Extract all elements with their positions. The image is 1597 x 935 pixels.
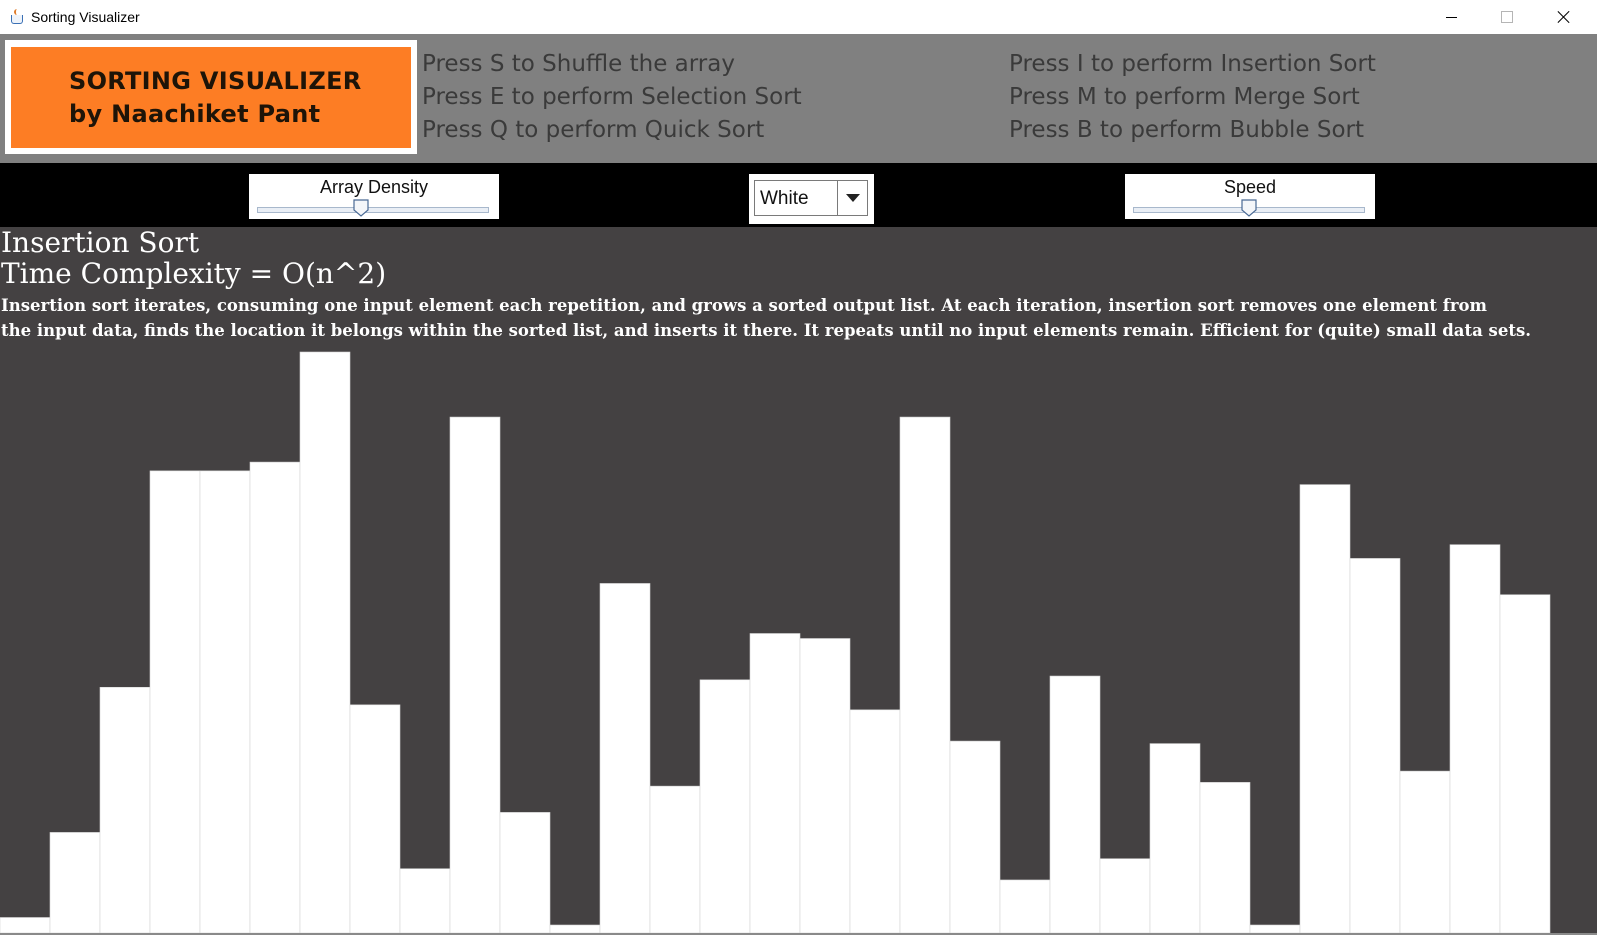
array-bar: [749, 633, 801, 933]
array-bar: [499, 812, 551, 933]
speed-slider[interactable]: Speed: [1125, 174, 1375, 219]
array-bar: [399, 868, 451, 933]
minimize-button[interactable]: [1428, 0, 1474, 34]
title-bar: Sorting Visualizer: [0, 0, 1597, 34]
hint-shuffle: Press S to Shuffle the array: [422, 51, 735, 77]
control-bar: Array Density White Speed: [0, 163, 1597, 227]
header-panel: SORTING VISUALIZER by Naachiket Pant Pre…: [0, 34, 1597, 163]
speed-label: Speed: [1223, 177, 1277, 197]
array-bar: [599, 583, 651, 933]
array-bar: [949, 740, 1001, 933]
hint-selection-sort: Press E to perform Selection Sort: [422, 84, 802, 110]
minimize-icon: [1445, 16, 1457, 18]
maximize-button[interactable]: [1484, 0, 1530, 34]
array-bar: [849, 709, 901, 933]
hint-merge-sort: Press M to perform Merge Sort: [1009, 84, 1360, 110]
array-bar: [899, 416, 951, 933]
bar-color-select[interactable]: White: [754, 180, 868, 216]
array-bar: [799, 638, 851, 933]
visualization-canvas: Insertion Sort Time Complexity = O(n^2) …: [0, 227, 1597, 933]
algorithm-description-line-2: the input data, finds the location it be…: [1, 321, 1531, 340]
array-density-label: Array Density: [319, 177, 429, 197]
array-bar: [1199, 782, 1251, 933]
java-cup-icon: [9, 9, 25, 25]
array-bar: [449, 416, 501, 933]
algorithm-description-line-1: Insertion sort iterates, consuming one i…: [1, 296, 1487, 315]
array-bar: [1449, 544, 1501, 933]
array-bar: [299, 351, 351, 933]
array-bar: [1299, 484, 1351, 933]
array-bar: [1399, 770, 1451, 933]
array-bar: [49, 832, 101, 933]
close-icon: [1557, 10, 1571, 24]
logo-author: by Naachiket Pant: [69, 99, 321, 128]
array-bar: [0, 917, 51, 933]
array-bar: [99, 686, 151, 933]
hint-insertion-sort: Press I to perform Insertion Sort: [1009, 51, 1376, 77]
logo-frame: SORTING VISUALIZER by Naachiket Pant: [5, 40, 417, 154]
array-bar: [349, 704, 401, 933]
app-logo: SORTING VISUALIZER by Naachiket Pant: [11, 47, 411, 148]
hint-quick-sort: Press Q to perform Quick Sort: [422, 117, 765, 143]
algorithm-name: Insertion Sort: [1, 227, 200, 259]
bar-color-value: White: [760, 188, 809, 209]
array-bar: [699, 679, 751, 933]
window-title: Sorting Visualizer: [31, 9, 140, 25]
close-button[interactable]: [1541, 0, 1587, 34]
logo-title: SORTING VISUALIZER: [69, 66, 362, 95]
array-bar: [549, 924, 601, 933]
array-bar: [149, 470, 201, 933]
array-bar: [649, 785, 701, 933]
maximize-icon: [1501, 11, 1513, 23]
time-complexity: Time Complexity = O(n^2): [1, 257, 387, 290]
speed-thumb[interactable]: [1241, 199, 1257, 217]
array-bar: [199, 470, 251, 933]
window-bottom-edge: [0, 933, 1597, 935]
array-density-thumb[interactable]: [353, 199, 369, 217]
array-bar: [1149, 743, 1201, 933]
array-bars: [0, 351, 1551, 933]
bar-color-dropdown[interactable]: White: [749, 174, 874, 224]
chevron-down-icon[interactable]: [837, 181, 867, 215]
hint-bubble-sort: Press B to perform Bubble Sort: [1009, 117, 1365, 143]
array-bar: [999, 879, 1051, 933]
array-bar: [1099, 858, 1151, 933]
array-density-slider[interactable]: Array Density: [249, 174, 499, 219]
array-bar: [1499, 594, 1551, 933]
array-bar: [1249, 924, 1301, 933]
array-bar: [1349, 558, 1401, 933]
array-density-track[interactable]: [257, 207, 489, 213]
array-bar: [1049, 675, 1101, 933]
array-bar: [249, 461, 301, 933]
